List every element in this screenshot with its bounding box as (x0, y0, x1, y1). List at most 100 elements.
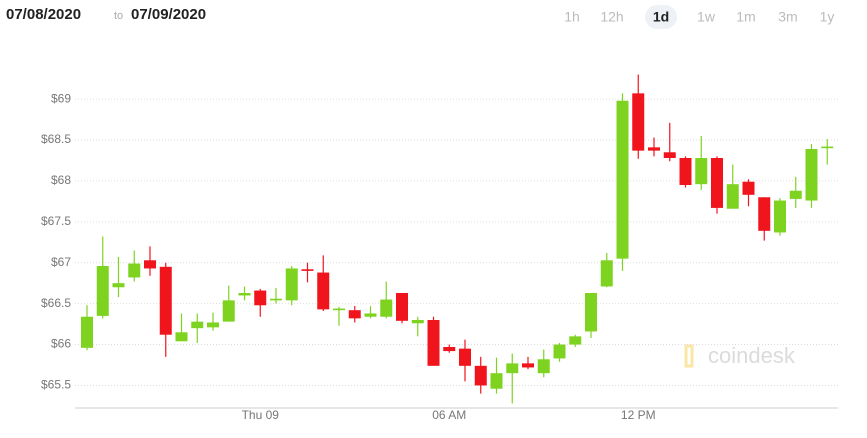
candle-body (207, 322, 219, 328)
candle-body (317, 272, 330, 310)
date-from: 07/08/2020 (6, 6, 81, 23)
candle-body (81, 316, 93, 348)
candle (191, 313, 204, 343)
candle (396, 293, 408, 324)
candle (742, 179, 755, 207)
candle (663, 122, 676, 162)
candle-body (238, 293, 251, 296)
candle-body (144, 260, 156, 269)
watermark-text: coindesk (708, 343, 796, 368)
candle-body (128, 263, 141, 278)
candle-body (695, 158, 708, 185)
candle (789, 176, 802, 208)
y-tick-label: $68 (51, 173, 71, 187)
candle-body (789, 190, 802, 199)
candle (553, 342, 566, 362)
range-button[interactable]: 1h (564, 9, 580, 25)
candle-body (380, 299, 393, 317)
range-button[interactable]: 1y (820, 9, 835, 25)
candle-body (632, 93, 645, 151)
candle (679, 156, 692, 188)
candle-body (411, 320, 424, 324)
candle-body (553, 344, 566, 359)
candle-body (821, 146, 834, 149)
candle-body (742, 181, 755, 195)
y-tick-label: $65.5 (41, 378, 71, 392)
candle (537, 349, 550, 378)
candle (222, 285, 235, 322)
watermark: coindesk (684, 343, 796, 368)
candle-body (254, 290, 267, 306)
candle (632, 74, 645, 159)
range-button[interactable]: 1d (653, 9, 669, 25)
candle-body (191, 321, 204, 329)
range-button[interactable]: 1m (736, 9, 755, 25)
candle-body (222, 300, 235, 322)
candle (726, 164, 739, 209)
candle (459, 339, 471, 382)
range-selected-bg (645, 5, 677, 29)
candle-body (758, 197, 771, 231)
y-tick-label: $67.5 (41, 214, 71, 228)
candle (207, 312, 219, 331)
candle-body (175, 332, 188, 342)
candle (348, 306, 361, 323)
range-button[interactable]: 3m (778, 9, 797, 25)
candle (490, 357, 503, 394)
candle (301, 262, 314, 283)
candle (159, 262, 172, 357)
candle-body (522, 363, 534, 368)
candle-body (506, 363, 519, 374)
date-to: 07/09/2020 (131, 6, 206, 23)
candle-body (348, 310, 361, 319)
range-button[interactable]: 12h (600, 9, 623, 25)
candle-body (679, 158, 692, 185)
candle-body (333, 308, 345, 311)
candle (427, 316, 440, 366)
candle (317, 255, 330, 311)
candle (474, 356, 487, 394)
candle-body (459, 348, 471, 366)
candle (364, 306, 377, 319)
candle-body (537, 359, 550, 374)
candle (695, 135, 708, 190)
y-tick-label: $66.5 (41, 296, 71, 310)
candle-body (711, 158, 723, 208)
candle (238, 286, 251, 301)
candle (585, 293, 597, 338)
candle-body (774, 200, 786, 233)
candle-body (805, 149, 818, 201)
candle-body (301, 269, 314, 271)
candle-body (427, 320, 440, 366)
candle (96, 236, 109, 319)
candle (522, 356, 534, 370)
candle (144, 246, 156, 276)
candle (774, 198, 786, 236)
candle (758, 197, 771, 241)
candle-body (270, 298, 282, 301)
candle-body (490, 373, 503, 389)
candle (506, 353, 519, 404)
candle (81, 305, 93, 351)
candle (711, 156, 723, 214)
date-to-word: to (114, 10, 123, 22)
candle (112, 257, 125, 298)
candle-body (396, 293, 408, 321)
candle (254, 288, 267, 317)
candle-body (364, 313, 377, 317)
candle (443, 344, 456, 353)
range-button[interactable]: 1w (697, 9, 716, 25)
candle (821, 139, 834, 165)
candle (128, 250, 141, 282)
candle-body (663, 152, 676, 158)
candle (600, 252, 613, 288)
candle (285, 266, 298, 306)
candle-body (96, 266, 109, 316)
candle (411, 316, 424, 337)
x-tick-label: Thu 09 (242, 408, 280, 422)
candle-body (474, 365, 487, 386)
candle-body (648, 147, 660, 151)
candle (270, 288, 282, 304)
candle-body (600, 260, 613, 287)
